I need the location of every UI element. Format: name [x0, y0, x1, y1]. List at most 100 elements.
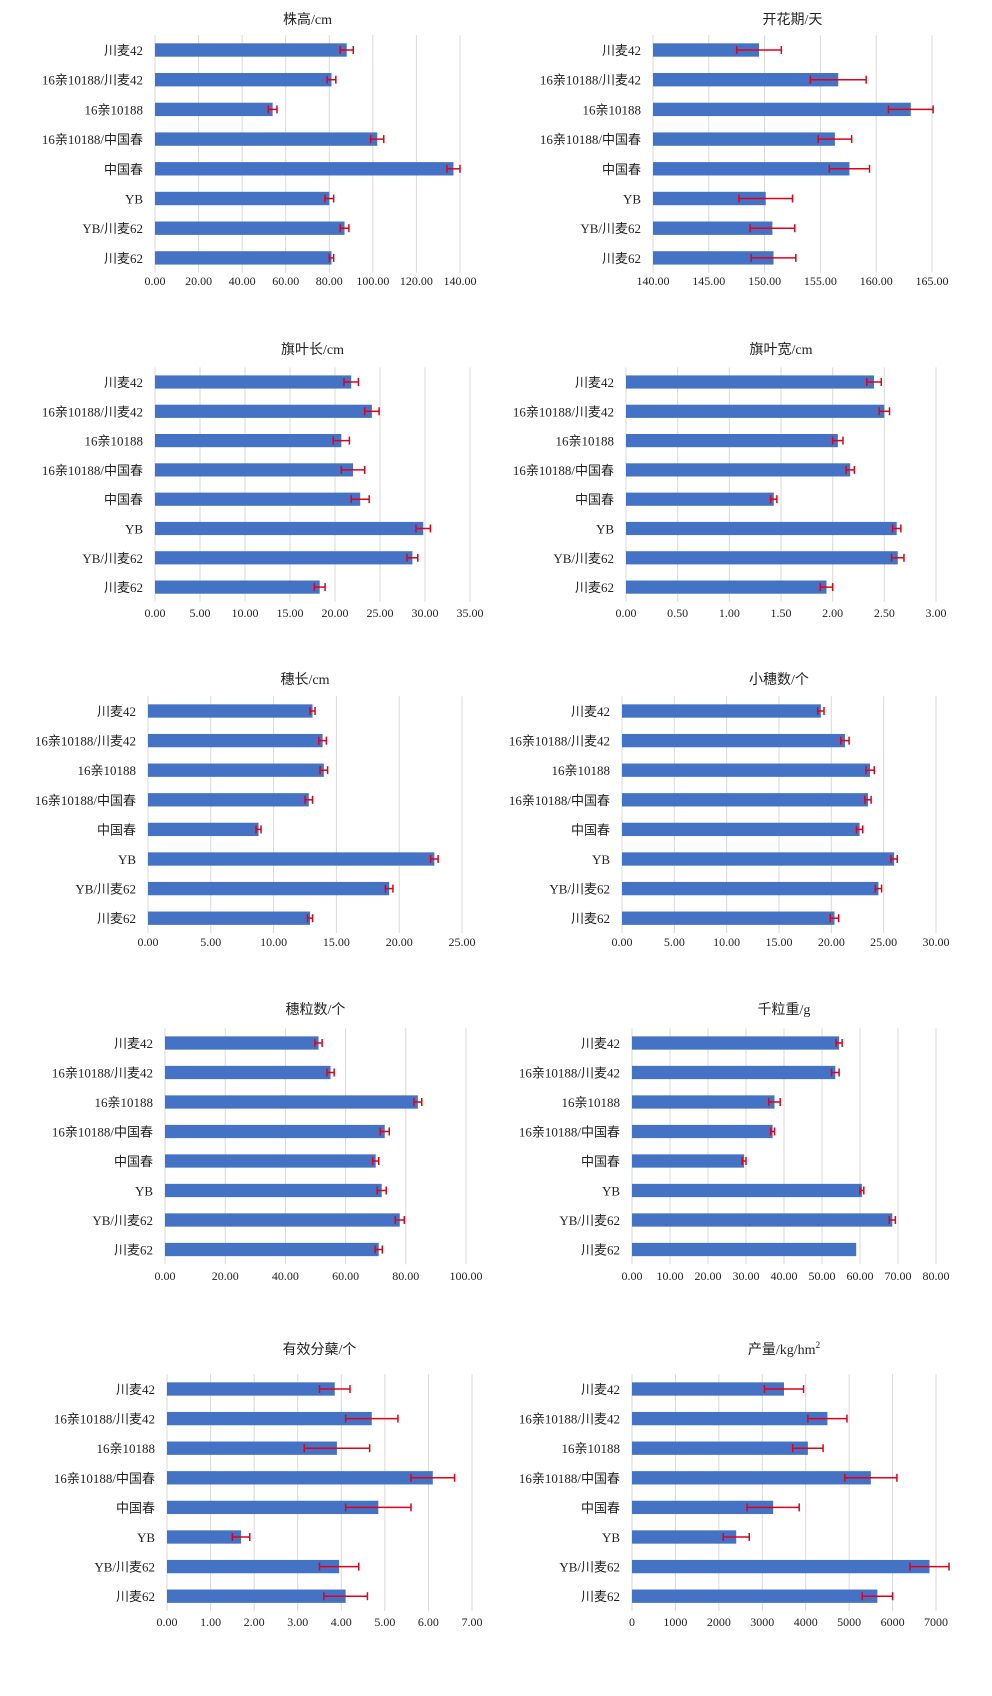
x-tick-label: 2.50	[874, 606, 895, 620]
category-label: 川麦62	[581, 1243, 620, 1258]
x-tick-label: 5000	[837, 1615, 861, 1629]
bar	[148, 733, 323, 748]
x-tick-label: 40.00	[771, 1269, 798, 1283]
bar	[626, 551, 898, 565]
category-label: YB	[602, 1184, 620, 1199]
category-label: 16亲10188	[96, 1441, 155, 1456]
category-label: 中国春	[571, 822, 610, 837]
bar	[632, 1471, 871, 1485]
bar	[148, 793, 309, 807]
x-tick-label: 10.00	[260, 935, 287, 949]
bar	[622, 911, 835, 925]
category-label: 中国春	[97, 822, 136, 837]
bar	[165, 1095, 418, 1109]
x-tick-label: 7000	[924, 1615, 948, 1629]
x-tick-label: 20.00	[818, 935, 845, 949]
category-label: 川麦62	[571, 911, 610, 926]
x-tick-label: 100.00	[450, 1269, 483, 1283]
bar	[167, 1500, 379, 1515]
x-tick-label: 6.00	[418, 1615, 439, 1629]
category-label: YB/川麦62	[94, 1560, 155, 1575]
x-tick-label: 25.00	[449, 935, 476, 949]
bar	[165, 1036, 319, 1050]
bar	[155, 463, 353, 477]
bar	[632, 1559, 930, 1574]
x-tick-label: 1.00	[719, 606, 740, 620]
category-label: 川麦42	[581, 1382, 620, 1397]
x-tick-label: 140.00	[637, 274, 670, 288]
category-label: 中国春	[602, 162, 641, 177]
x-tick-label: 3.00	[287, 1615, 308, 1629]
category-label: 川麦42	[104, 43, 143, 58]
bar	[653, 102, 911, 117]
x-tick-label: 145.00	[692, 274, 725, 288]
category-label: 川麦62	[104, 580, 143, 595]
category-label: YB	[596, 522, 614, 537]
bar	[632, 1154, 745, 1168]
chart-panel: 小穗数/个 0.00 5.00 10.00 15.00 20.00 25.00 30.00 川麦…	[496, 660, 992, 990]
category-label: YB	[137, 1530, 155, 1545]
chart-title: 有效分蘖/个	[283, 1342, 357, 1358]
bar	[632, 1500, 774, 1515]
category-label: 中国春	[104, 162, 143, 177]
category-label: YB/川麦62	[580, 221, 641, 236]
x-tick-label: 60.00	[332, 1269, 359, 1283]
category-label: YB	[118, 852, 136, 867]
category-label: YB/川麦62	[559, 1560, 620, 1575]
bar	[632, 1065, 836, 1080]
category-label: 川麦42	[114, 1036, 153, 1051]
category-label: 16亲10188/川麦42	[54, 1412, 155, 1427]
x-tick-label: 80.00	[392, 1269, 419, 1283]
x-tick-label: 15.00	[766, 935, 793, 949]
bar	[155, 551, 413, 565]
bar	[653, 162, 850, 176]
category-label: 16亲10188	[84, 102, 143, 117]
bar	[148, 763, 324, 777]
bar	[632, 1589, 878, 1603]
category-label: 16亲10188	[561, 1441, 620, 1456]
bar	[155, 73, 332, 87]
x-tick-label: 30.00	[412, 606, 439, 620]
chart-panel: 千粒重/g 0.00 10.00 20.00 30.00 40.00 50.00 60.00 7…	[496, 990, 992, 1330]
category-label: YB/川麦62	[92, 1213, 153, 1228]
bar	[632, 1095, 775, 1109]
bar	[155, 43, 347, 57]
x-tick-label: 20.00	[212, 1269, 239, 1283]
bar	[653, 251, 774, 265]
category-label: 中国春	[581, 1500, 620, 1515]
bar	[148, 852, 435, 866]
category-label: 16亲10188/川麦42	[509, 734, 610, 749]
bar	[622, 822, 860, 837]
chart-title: 旗叶长/cm	[281, 342, 344, 358]
bar	[632, 1530, 737, 1544]
bar	[155, 191, 330, 206]
category-label: 16亲10188	[555, 434, 614, 449]
bar	[167, 1441, 337, 1455]
bar	[165, 1154, 376, 1168]
x-tick-label: 20.00	[185, 274, 212, 288]
chart-svg: 穗粒数/个 0.00 20.00 40.00 60.00 80.00 100.00 川麦42 1…	[52, 1002, 483, 1283]
x-tick-label: 15.00	[277, 606, 304, 620]
bar	[632, 1411, 828, 1426]
bar	[155, 375, 352, 389]
x-tick-label: 5.00	[664, 935, 685, 949]
bar	[148, 881, 390, 896]
x-tick-label: 10.00	[713, 935, 740, 949]
x-tick-label: 100.00	[356, 274, 389, 288]
category-label: 16亲10188/川麦42	[519, 1412, 620, 1427]
category-label: 中国春	[104, 492, 143, 507]
category-label: YB/川麦62	[75, 882, 136, 897]
x-tick-label: 5.00	[190, 606, 211, 620]
bar	[622, 793, 868, 807]
bar	[148, 911, 311, 925]
category-label: YB	[125, 192, 143, 207]
chart-svg: 旗叶长/cm 0.00 5.00 10.00 15.00 20.00 25.00 30.00 3…	[42, 342, 484, 620]
bar	[653, 73, 839, 87]
bar	[165, 1065, 331, 1080]
bar	[167, 1530, 242, 1544]
bar	[155, 404, 372, 418]
category-label: 16亲10188/中国春	[35, 793, 136, 808]
bar	[155, 434, 342, 448]
bar	[653, 191, 766, 206]
x-tick-label: 60.00	[847, 1269, 874, 1283]
